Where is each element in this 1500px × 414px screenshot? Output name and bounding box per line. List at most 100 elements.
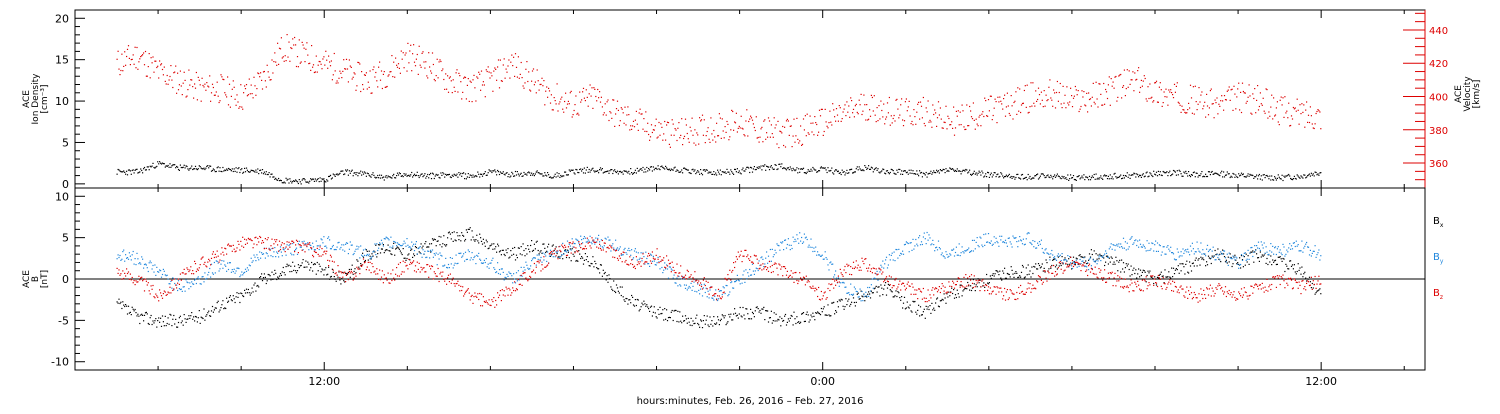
- velocity-point: [1290, 125, 1291, 126]
- by-point: [169, 283, 170, 284]
- bx-point: [519, 248, 520, 249]
- density-point: [235, 171, 236, 172]
- density-point: [254, 172, 255, 173]
- by-point: [348, 253, 349, 254]
- velocity-point: [555, 100, 556, 101]
- density-point: [573, 170, 574, 171]
- bx-point: [220, 307, 221, 308]
- by-point: [759, 260, 760, 261]
- velocity-point: [992, 119, 993, 120]
- bx-point: [498, 245, 499, 246]
- by-point: [198, 276, 199, 277]
- velocity-point: [668, 122, 669, 123]
- velocity-point: [660, 123, 661, 124]
- velocity-point: [581, 99, 582, 100]
- velocity-point: [1295, 107, 1296, 108]
- velocity-point: [340, 73, 341, 74]
- bx-point: [503, 250, 504, 251]
- velocity-point: [336, 83, 337, 84]
- density-point: [651, 166, 652, 167]
- velocity-point: [498, 59, 499, 60]
- density-point: [1072, 177, 1073, 178]
- velocity-point: [291, 48, 292, 49]
- density-point: [780, 166, 781, 167]
- velocity-point: [804, 129, 805, 130]
- velocity-point: [1261, 103, 1262, 104]
- density-point: [695, 173, 696, 174]
- bx-point: [260, 276, 261, 277]
- by-point: [1034, 241, 1035, 242]
- bx-point: [368, 260, 369, 261]
- density-point: [1153, 171, 1154, 172]
- velocity-point: [201, 101, 202, 102]
- bx-point: [848, 299, 849, 300]
- by-point: [616, 249, 617, 250]
- bx-point: [1073, 257, 1074, 258]
- density-point: [404, 173, 405, 174]
- density-point: [347, 169, 348, 170]
- bx-point: [1272, 259, 1273, 260]
- by-point: [152, 268, 153, 269]
- by-point: [475, 263, 476, 264]
- density-point: [793, 168, 794, 169]
- by-point: [128, 259, 129, 260]
- density-point: [440, 172, 441, 173]
- velocity-point: [193, 98, 194, 99]
- bx-point: [673, 320, 674, 321]
- bx-point: [742, 316, 743, 317]
- bx-point: [333, 272, 334, 273]
- velocity-point: [272, 72, 273, 73]
- bx-point: [581, 256, 582, 257]
- density-point: [263, 173, 264, 174]
- velocity-point: [911, 121, 912, 122]
- by-point: [901, 253, 902, 254]
- bx-point: [837, 301, 838, 302]
- velocity-point: [271, 59, 272, 60]
- velocity-point: [489, 72, 490, 73]
- by-point: [302, 241, 303, 242]
- bx-point: [721, 319, 722, 320]
- by-point: [493, 267, 494, 268]
- velocity-point: [687, 133, 688, 134]
- velocity-point: [1176, 86, 1177, 87]
- density-point: [578, 172, 579, 173]
- bx-point: [273, 274, 274, 275]
- velocity-point: [1037, 99, 1038, 100]
- velocity-point: [165, 81, 166, 82]
- density-point: [256, 172, 257, 173]
- density-point: [396, 175, 397, 176]
- bx-point: [458, 239, 459, 240]
- bx-point: [1308, 279, 1309, 280]
- by-point: [471, 257, 472, 258]
- bx-point: [1193, 263, 1194, 264]
- velocity-point: [281, 37, 282, 38]
- by-point: [712, 298, 713, 299]
- density-point: [753, 168, 754, 169]
- velocity-point: [669, 144, 670, 145]
- bx-point: [222, 300, 223, 301]
- velocity-point: [1220, 100, 1221, 101]
- by-point: [315, 249, 316, 250]
- bx-point: [168, 317, 169, 318]
- density-point: [795, 169, 796, 170]
- by-point: [625, 252, 626, 253]
- bx-point: [1029, 274, 1030, 275]
- bx-point: [389, 251, 390, 252]
- bx-point: [1154, 276, 1155, 277]
- velocity-point: [233, 80, 234, 81]
- density-point: [563, 175, 564, 176]
- by-point: [207, 274, 208, 275]
- velocity-point: [455, 91, 456, 92]
- by-point: [1045, 249, 1046, 250]
- by-point: [1054, 256, 1055, 257]
- velocity-point: [472, 101, 473, 102]
- density-point: [405, 174, 406, 175]
- density-point: [258, 173, 259, 174]
- density-point: [1233, 174, 1234, 175]
- velocity-point: [287, 57, 288, 58]
- density-point: [1108, 176, 1109, 177]
- bx-point: [1105, 262, 1106, 263]
- bx-point: [1215, 250, 1216, 251]
- velocity-point: [1073, 98, 1074, 99]
- bx-point: [1055, 266, 1056, 267]
